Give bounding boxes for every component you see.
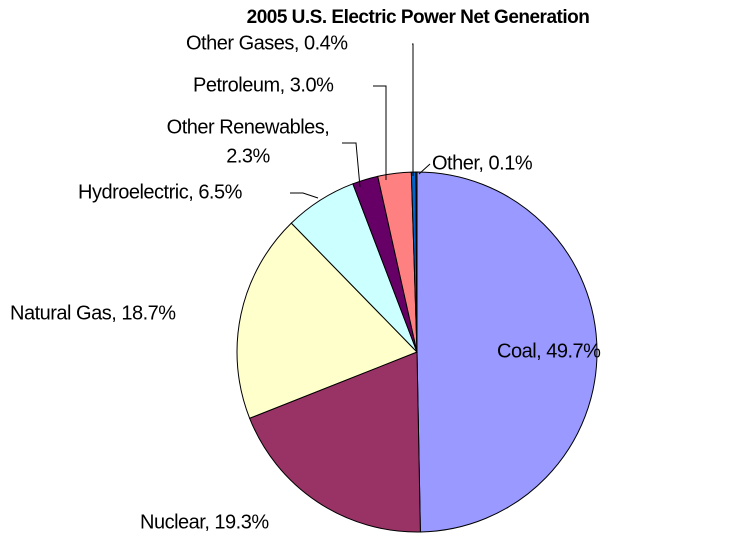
slice-label: Other, 0.1% [432,152,533,174]
slice-label: Coal, 49.7% [497,340,601,362]
slice-label: Petroleum, 3.0% [193,74,334,96]
slice-label: Natural Gas, 18.7% [10,302,176,324]
leader-line [412,43,414,176]
leader-line [342,142,361,188]
slice-label: Other Gases, 0.4% [186,32,348,54]
chart-title: 2005 U.S. Electric Power Net Generation [247,7,590,28]
pie-slice [416,171,598,533]
pie-slice [236,222,418,419]
slice-label: Hydroelectric, 6.5% [78,181,243,203]
pie-slice [248,351,421,533]
pie-slice [415,171,418,353]
leader-line [373,85,387,180]
slice-label: 2.3% [226,145,270,167]
leader-line [290,192,319,199]
leader-line [418,163,431,175]
slice-label: Other Renewables, [167,116,330,138]
slice-label: Nuclear, 19.3% [140,511,269,533]
